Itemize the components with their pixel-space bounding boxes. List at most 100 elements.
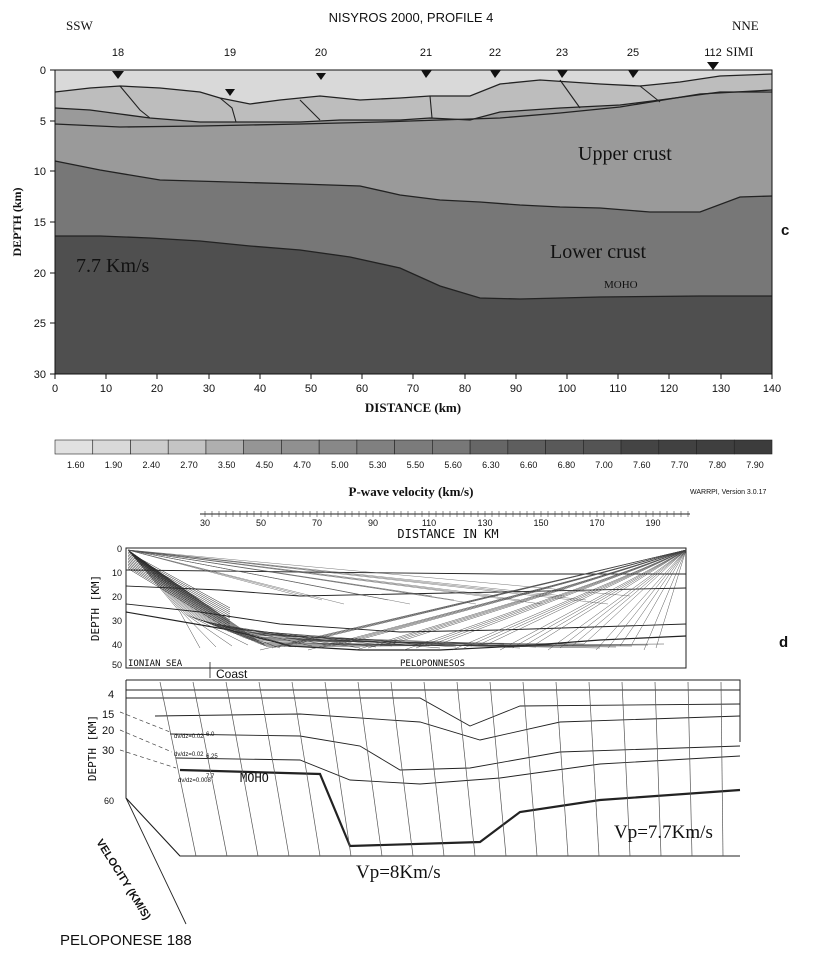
moho-label-c: MOHO: [604, 279, 638, 291]
colorbar-cell: [469, 439, 509, 455]
colorbar-value: 7.70: [671, 460, 689, 470]
station-markers: [112, 62, 719, 96]
panel-c-letter: c: [781, 222, 790, 239]
x-tick-120: 120: [660, 383, 678, 395]
velocity-mark-3: 7.7: [206, 774, 215, 780]
scale-70: 70: [312, 518, 322, 528]
ssw-label: SSW: [66, 18, 93, 33]
colorbar-value: 5.30: [369, 460, 387, 470]
colorbar-value: 7.80: [709, 460, 727, 470]
colorbar-value: 5.00: [331, 460, 349, 470]
distance-axis-label-c: DISTANCE (km): [365, 400, 461, 415]
ionian-sea-label: IONIAN SEA: [128, 659, 183, 669]
station-20: 20: [315, 47, 327, 59]
colorbar-cell: [507, 439, 546, 455]
panel-c-section: 0 10 20 30 40 50 60 70 80 90 100 110 120…: [10, 44, 781, 415]
y-tick-30: 30: [34, 369, 46, 381]
colorbar-cell: [92, 439, 131, 455]
depth-tick-60: 60: [104, 796, 114, 806]
colorbar-value: 4.50: [256, 460, 274, 470]
colorbar-cell: [205, 439, 244, 455]
scale-30: 30: [200, 518, 210, 528]
depth-tick-30: 30: [102, 745, 114, 757]
depth-tick-20: 20: [102, 725, 114, 737]
velocity-mark-1: 6.0: [206, 732, 215, 738]
upper-depth-40: 40: [112, 640, 122, 650]
lower-crust-layer: [55, 161, 772, 299]
station-22: 22: [489, 47, 501, 59]
colorbar-cell: [733, 439, 773, 455]
x-tick-80: 80: [459, 383, 471, 395]
y-tick-0: 0: [40, 65, 46, 77]
station-21: 21: [420, 47, 432, 59]
moho-label-d: MOHO: [240, 771, 269, 785]
colorbar-cell: [620, 439, 660, 455]
colorbar-cell: [658, 439, 697, 455]
vp-right-label: Vp=7.7Km/s: [614, 822, 713, 843]
colorbar-cell: [130, 439, 169, 455]
upper-depth-30: 30: [112, 616, 122, 626]
colorbar-value: 2.70: [180, 460, 198, 470]
coast-label: Coast: [216, 667, 248, 681]
colorbar-cell: [583, 439, 622, 455]
colorbar-cell: [696, 439, 735, 455]
gradient-1: dv/dz=0.02: [174, 734, 204, 740]
y-tick-10: 10: [34, 166, 46, 178]
distance-label-d: DISTANCE IN KM: [397, 527, 498, 541]
panel-d-section: 30 50 70 90 110 130 150 170 190 DISTANCE…: [86, 511, 741, 925]
x-tick-130: 130: [712, 383, 730, 395]
colorbar-value: 5.60: [444, 460, 462, 470]
colorbar-cell: [281, 439, 320, 455]
x-tick-0: 0: [52, 383, 58, 395]
scale-110: 110: [422, 518, 436, 528]
panel-d-letter: d: [779, 634, 789, 651]
upper-depth-50: 50: [112, 660, 122, 670]
depth-label-d-lower: DEPTH [KM]: [86, 715, 99, 781]
gradient-3: dv/dz=0.008: [178, 778, 212, 784]
velocity-axis-label: VELOCITY (KM/S): [93, 837, 152, 922]
x-tick-30: 30: [203, 383, 215, 395]
colorbar-cell: [54, 439, 94, 455]
peloponnesos-label: PELOPONNESOS: [400, 659, 465, 669]
colorbar-value: 3.50: [218, 460, 236, 470]
nne-label: NNE: [732, 18, 759, 33]
colorbar-value: 1.60: [67, 460, 85, 470]
colorbar-cell: [394, 439, 433, 455]
station-112: 112: [704, 47, 722, 59]
scale-50: 50: [256, 518, 266, 528]
x-tick-70: 70: [407, 383, 419, 395]
colorbar-value: 5.50: [407, 460, 425, 470]
x-tick-50: 50: [305, 383, 317, 395]
scale-170: 170: [589, 518, 604, 528]
scale-130: 130: [477, 518, 492, 528]
x-tick-90: 90: [510, 383, 522, 395]
colorbar-value: 4.70: [293, 460, 311, 470]
colorbar-value: 1.90: [105, 460, 123, 470]
sediment-layer-1: [55, 70, 772, 104]
upper-depth-0: 0: [117, 544, 122, 554]
scale-150: 150: [533, 518, 548, 528]
colorbar-value: 7.90: [746, 460, 764, 470]
depth-axis-label-c: DEPTH (km): [10, 187, 24, 256]
colorbar-value: 7.00: [595, 460, 613, 470]
upper-crust-label: Upper crust: [578, 143, 672, 165]
velocity-mark-2: 6.25: [206, 754, 218, 760]
vp-center-label: Vp=8Km/s: [356, 862, 441, 883]
colorbar-cell: [356, 439, 395, 455]
colorbar-cell: [432, 439, 471, 455]
station-18: 18: [112, 47, 124, 59]
software-label: WARRPI, Version 3.0.17: [690, 489, 767, 496]
colorbar-cell: [545, 439, 584, 455]
colorbar-value: 6.80: [558, 460, 576, 470]
lower-crust-label: Lower crust: [550, 241, 647, 263]
x-tick-110: 110: [609, 383, 627, 395]
colorbar-value: 6.30: [482, 460, 500, 470]
colorbar-cell: [318, 439, 358, 455]
y-tick-25: 25: [34, 318, 46, 330]
colorbar-value: 2.40: [142, 460, 160, 470]
x-tick-140: 140: [763, 383, 781, 395]
colorbar-cell: [167, 439, 207, 455]
scale-90: 90: [368, 518, 378, 528]
y-tick-15: 15: [34, 217, 46, 229]
station-23: 23: [556, 47, 568, 59]
